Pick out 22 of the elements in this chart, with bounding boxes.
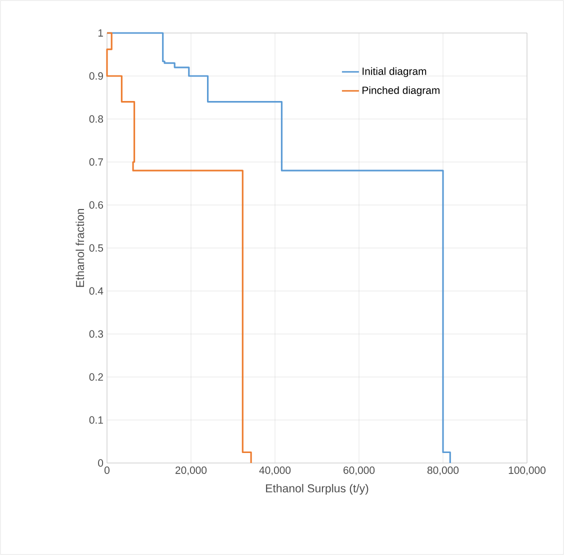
x-axis-title: Ethanol Surplus (t/y) xyxy=(266,484,368,495)
y-tick-label: 0 xyxy=(98,459,104,467)
x-tick-label: 0 xyxy=(104,466,110,474)
y-axis-title: Ethanol fraction xyxy=(76,208,84,287)
y-tick-label: 0.3 xyxy=(89,330,104,338)
y-tick-label: 0.5 xyxy=(89,244,104,252)
y-tick-label: 0.7 xyxy=(89,158,103,166)
y-tick-label: 0.4 xyxy=(89,287,104,295)
legend-label: Initial diagram xyxy=(362,67,426,78)
y-tick-label: 0.1 xyxy=(89,416,103,424)
y-tick-label: 0.6 xyxy=(89,201,104,209)
line-series xyxy=(106,32,252,464)
y-tick-label: 0.8 xyxy=(89,115,104,123)
x-tick-label: 100,000 xyxy=(508,466,546,476)
x-tick-label: 60,000 xyxy=(344,466,375,476)
x-tick-label: 40,000 xyxy=(259,466,291,476)
x-tick-label: 80,000 xyxy=(427,466,459,476)
y-tick-label: 1 xyxy=(98,29,103,37)
legend-label: Pinched diagram xyxy=(362,86,440,96)
y-tick-label: 0.2 xyxy=(89,373,103,381)
y-tick-label: 0.9 xyxy=(89,72,103,80)
x-tick-label: 20,000 xyxy=(176,466,207,476)
